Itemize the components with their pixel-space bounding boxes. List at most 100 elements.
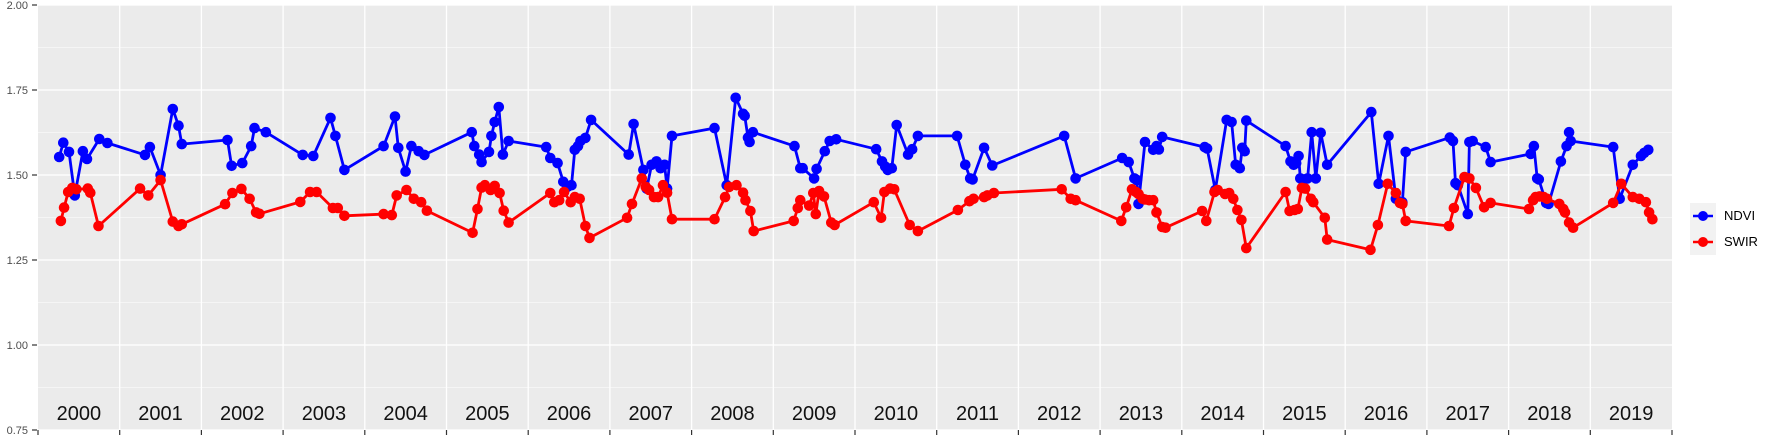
data-point-ndvi xyxy=(222,134,233,146)
data-point-ndvi xyxy=(389,111,401,122)
data-point-swir xyxy=(1228,193,1239,205)
data-point-swir xyxy=(912,225,924,237)
data-point-ndvi xyxy=(63,146,75,158)
swir-point-line-icon xyxy=(1690,229,1716,255)
data-point-swir xyxy=(621,212,633,224)
x-axis-year-label: 2008 xyxy=(710,403,755,425)
data-point-ndvi xyxy=(1156,131,1168,143)
data-point-swir xyxy=(1397,198,1408,210)
data-point-ndvi xyxy=(308,150,319,162)
data-point-ndvi xyxy=(1293,150,1304,162)
data-point-ndvi xyxy=(378,140,389,152)
data-point-ndvi xyxy=(1321,159,1333,171)
legend-label-swir: SWIR xyxy=(1724,234,1758,249)
data-point-swir xyxy=(1241,242,1252,254)
data-point-ndvi xyxy=(81,153,93,165)
data-point-swir xyxy=(952,204,964,216)
data-point-ndvi xyxy=(960,159,971,171)
data-point-ndvi xyxy=(466,126,478,138)
data-point-ndvi xyxy=(1241,115,1252,126)
x-axis-year-label: 2000 xyxy=(57,403,102,425)
data-point-ndvi xyxy=(666,130,678,142)
data-point-ndvi xyxy=(1201,143,1213,154)
data-point-ndvi xyxy=(1528,140,1540,152)
data-point-ndvi xyxy=(628,118,639,130)
data-point-swir xyxy=(988,187,1000,199)
data-point-swir xyxy=(494,187,505,199)
data-point-swir xyxy=(1280,186,1291,198)
data-point-ndvi xyxy=(144,141,156,153)
data-point-swir xyxy=(236,183,247,195)
data-point-swir xyxy=(1607,197,1619,209)
data-point-ndvi xyxy=(730,92,741,104)
data-point-ndvi xyxy=(744,136,755,148)
data-point-swir xyxy=(1470,182,1482,194)
data-point-ndvi xyxy=(1366,106,1377,118)
data-point-ndvi xyxy=(1239,145,1250,157)
data-point-swir xyxy=(731,179,742,191)
data-point-swir xyxy=(1382,178,1393,190)
data-point-swir xyxy=(666,213,678,225)
data-point-ndvi xyxy=(102,137,113,149)
legend-item-swir: SWIR xyxy=(1690,229,1758,255)
data-point-swir xyxy=(810,208,822,220)
data-point-ndvi xyxy=(566,179,577,191)
data-point-ndvi xyxy=(967,174,978,185)
x-axis-year-label: 2010 xyxy=(874,403,919,425)
data-point-swir xyxy=(553,194,565,206)
data-point-swir xyxy=(1321,234,1333,245)
data-point-ndvi xyxy=(739,110,750,122)
data-point-ndvi xyxy=(808,173,820,184)
data-point-swir xyxy=(904,219,915,231)
y-axis-label: 1.25 xyxy=(7,255,28,267)
data-point-swir xyxy=(1120,202,1132,213)
data-point-ndvi xyxy=(173,120,184,131)
data-point-ndvi xyxy=(1462,208,1474,220)
x-axis-year-label: 2002 xyxy=(220,403,265,425)
data-point-swir xyxy=(1299,183,1311,194)
data-point-ndvi xyxy=(393,142,404,154)
data-point-ndvi xyxy=(1070,173,1081,184)
data-point-ndvi xyxy=(469,140,480,152)
data-point-ndvi xyxy=(53,151,65,163)
x-axis-year-label: 2005 xyxy=(465,403,510,425)
data-point-ndvi xyxy=(747,126,759,138)
data-point-ndvi xyxy=(1563,126,1575,138)
data-point-swir xyxy=(421,205,433,216)
data-point-ndvi xyxy=(1607,141,1619,153)
x-axis-year-label: 2011 xyxy=(956,403,999,425)
data-point-swir xyxy=(748,225,759,237)
data-point-ndvi xyxy=(249,122,260,134)
data-point-ndvi xyxy=(1058,130,1070,142)
data-point-swir xyxy=(818,191,830,202)
data-point-swir xyxy=(332,202,344,214)
data-point-swir xyxy=(391,190,403,201)
data-point-ndvi xyxy=(1485,156,1496,168)
data-point-swir xyxy=(1485,197,1496,209)
data-point-swir xyxy=(295,196,306,208)
data-point-swir xyxy=(636,173,648,184)
data-point-ndvi xyxy=(493,101,505,113)
data-point-swir xyxy=(219,198,231,210)
data-point-ndvi xyxy=(580,132,591,144)
data-point-ndvi xyxy=(1306,126,1317,138)
data-point-swir xyxy=(498,205,510,216)
data-point-ndvi xyxy=(585,114,597,126)
data-point-swir xyxy=(968,193,979,205)
y-axis-label: 1.00 xyxy=(7,340,28,352)
data-point-swir xyxy=(740,194,751,206)
data-point-swir xyxy=(1151,207,1162,218)
data-point-swir xyxy=(93,220,104,232)
data-point-swir xyxy=(1559,207,1571,218)
data-point-ndvi xyxy=(811,163,822,175)
data-point-ndvi xyxy=(1234,162,1246,174)
x-axis-year-label: 2016 xyxy=(1364,403,1409,425)
data-point-swir xyxy=(1236,214,1247,226)
data-point-swir xyxy=(415,196,427,208)
data-point-swir xyxy=(176,219,188,230)
data-point-swir xyxy=(661,187,673,198)
data-point-ndvi xyxy=(830,134,842,145)
data-point-swir xyxy=(1308,196,1319,208)
x-axis-year-label: 2015 xyxy=(1282,403,1327,425)
